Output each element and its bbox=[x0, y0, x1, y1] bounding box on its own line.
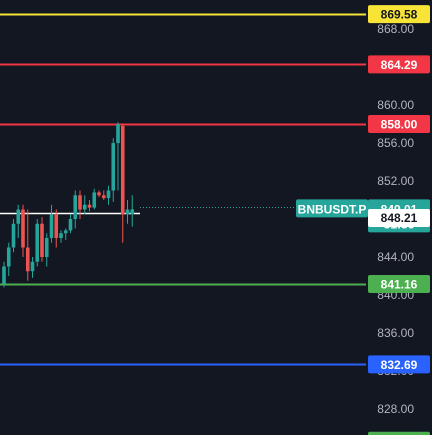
candle-body bbox=[73, 195, 78, 220]
candle-body bbox=[68, 219, 73, 231]
price-label-text: 864.29 bbox=[381, 58, 418, 72]
symbol-text: BNBUSDT.P bbox=[298, 202, 367, 216]
candle-body bbox=[21, 209, 25, 248]
candle-body bbox=[44, 237, 49, 257]
price-label-badge bbox=[368, 5, 430, 24]
candle-body bbox=[92, 192, 97, 208]
candle-body bbox=[130, 209, 135, 215]
candle-body bbox=[6, 247, 11, 267]
candle-body bbox=[120, 125, 125, 215]
price-label-text: 858.00 bbox=[381, 118, 418, 132]
price-label-text: 869.58 bbox=[381, 8, 418, 22]
candle-body bbox=[116, 124, 120, 144]
candle-body bbox=[101, 195, 106, 199]
candle-body bbox=[2, 266, 6, 284]
candle-body bbox=[106, 190, 111, 199]
y-tick-label: 844.00 bbox=[377, 250, 414, 264]
candles bbox=[2, 122, 135, 288]
price-label-badge bbox=[368, 274, 430, 293]
candle-body bbox=[82, 204, 87, 210]
horizontal-lines bbox=[0, 13, 366, 366]
symbol-badge bbox=[296, 199, 368, 218]
y-tick-label: 836.00 bbox=[377, 326, 414, 340]
last-close-badge bbox=[368, 209, 430, 228]
candle-body bbox=[78, 195, 82, 210]
y-tick-label: 852.00 bbox=[377, 174, 414, 188]
candle-body bbox=[125, 209, 130, 215]
y-tick-label: 828.00 bbox=[377, 402, 414, 416]
last-close-text: 848.21 bbox=[381, 211, 418, 225]
candle-body bbox=[30, 261, 35, 272]
y-tick-label: 860.00 bbox=[377, 98, 414, 112]
candle-body bbox=[16, 209, 21, 224]
price-label-badge bbox=[368, 431, 430, 435]
price-labels: 869.58864.29858.00841.16832.69824.65849.… bbox=[296, 5, 430, 435]
candle-body bbox=[97, 192, 101, 196]
candle-body bbox=[111, 143, 116, 191]
price-label-badge bbox=[368, 355, 430, 374]
price-label-text: 832.69 bbox=[381, 358, 418, 372]
candle-body bbox=[87, 204, 92, 208]
price-label-badge bbox=[368, 55, 430, 74]
candle-body bbox=[49, 214, 54, 238]
candle-body bbox=[11, 223, 16, 248]
candle-body bbox=[59, 233, 63, 238]
price-label-text: 841.16 bbox=[381, 277, 418, 291]
candle-body bbox=[63, 230, 68, 234]
price-label-badge bbox=[368, 115, 430, 134]
y-tick-label: 868.00 bbox=[377, 22, 414, 36]
candle-body bbox=[54, 214, 59, 238]
candle-body bbox=[35, 223, 40, 262]
candle-body bbox=[40, 223, 44, 257]
candle-body bbox=[25, 247, 30, 272]
y-tick-label: 856.00 bbox=[377, 136, 414, 150]
